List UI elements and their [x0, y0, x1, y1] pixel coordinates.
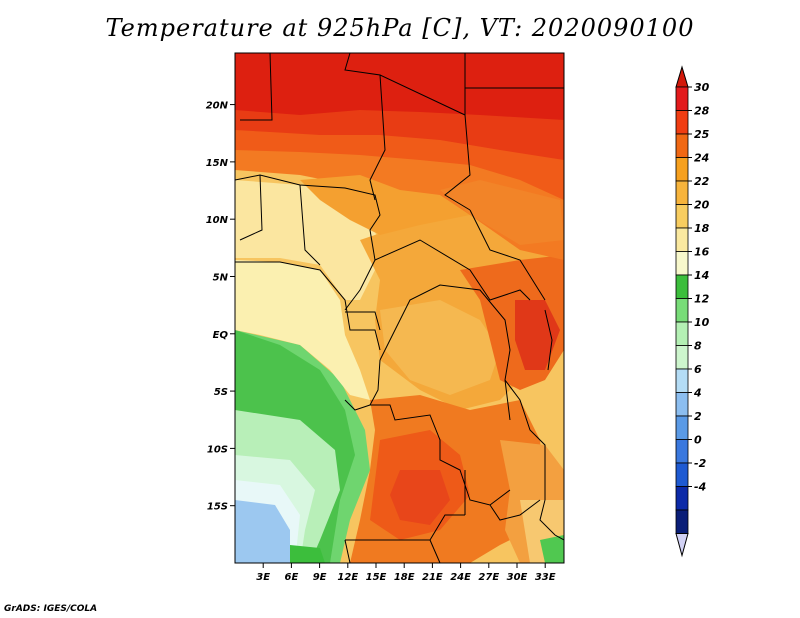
colorbar-swatch — [675, 462, 689, 487]
y-tick-label: EQ — [213, 330, 229, 341]
credit-label: GrADS: IGES/COLA — [4, 604, 98, 614]
temperature-field — [235, 53, 564, 563]
colorbar-swatch — [675, 227, 689, 252]
colorbar-swatch — [675, 368, 689, 393]
colorbar-swatch — [675, 133, 689, 158]
colorbar-swatch — [675, 439, 689, 464]
colorbar-swatch — [675, 486, 689, 511]
x-tick-label: 33E — [535, 572, 556, 583]
colorbar-swatch — [675, 180, 689, 205]
y-tick-label: 10S — [207, 444, 228, 455]
colorbar-label: 14 — [694, 269, 709, 282]
x-tick-label: 3E — [256, 572, 270, 583]
colorbar-swatch — [675, 415, 689, 440]
chart-title: Temperature at 925hPa [C], VT: 202009010… — [105, 14, 695, 42]
colorbar-label: 16 — [694, 246, 710, 259]
x-tick-label: 15E — [366, 572, 387, 583]
x-tick-label: 6E — [285, 572, 299, 583]
colorbar-underflow-arrow — [675, 533, 689, 558]
colorbar-label: 6 — [694, 363, 702, 376]
colorbar-swatch — [675, 345, 689, 370]
colorbar-overflow-arrow — [675, 65, 689, 88]
colorbar-label: -4 — [694, 481, 706, 494]
colorbar-swatch — [675, 110, 689, 135]
y-tick-label: 20N — [206, 101, 229, 112]
y-tick-label: 10N — [206, 215, 229, 226]
colorbar-label: 18 — [694, 222, 710, 235]
x-tick-label: 27E — [478, 572, 499, 583]
colorbar-label: 28 — [694, 105, 710, 118]
colorbar-label: 20 — [694, 199, 710, 212]
colorbar-label: 0 — [694, 434, 702, 447]
x-tick-label: 21E — [422, 572, 443, 583]
colorbar-swatch — [675, 298, 689, 323]
x-tick-label: 18E — [394, 572, 415, 583]
colorbar-label: 2 — [694, 410, 702, 423]
x-axis: 3E 6E 9E 12E 15E 18E 21E 24E 27E 30E 33E — [256, 563, 556, 583]
y-tick-label: 5N — [213, 272, 229, 283]
colorbar-label: 10 — [694, 316, 710, 329]
y-tick-label: 15S — [207, 502, 228, 513]
colorbar-swatch — [675, 321, 689, 346]
y-tick-label: 15N — [206, 158, 229, 169]
colorbar-label: 24 — [694, 152, 709, 165]
x-tick-label: 9E — [313, 572, 327, 583]
colorbar-label: 8 — [694, 340, 702, 353]
map-frame — [234, 52, 565, 564]
colorbar-swatch — [675, 86, 689, 111]
y-axis: 20N 15N 10N 5N EQ 5S 10S 15S — [206, 101, 235, 513]
colorbar-swatch — [675, 204, 689, 229]
colorbar-swatch — [675, 509, 689, 534]
colorbar-label: 22 — [694, 175, 710, 188]
y-tick-label: 5S — [214, 387, 228, 398]
colorbar-swatch — [675, 251, 689, 276]
colorbar-swatch — [675, 392, 689, 417]
colorbar-label: -2 — [694, 457, 707, 470]
colorbar-label: 25 — [694, 128, 710, 141]
x-tick-label: 30E — [507, 572, 528, 583]
colorbar-swatch — [675, 274, 689, 299]
colorbar-swatch — [675, 157, 689, 182]
x-tick-label: 12E — [337, 572, 358, 583]
colorbar-label: 12 — [694, 293, 710, 306]
colorbar-label: 30 — [694, 81, 710, 94]
x-tick-label: 24E — [450, 572, 471, 583]
colorbar-label: 4 — [693, 387, 702, 400]
